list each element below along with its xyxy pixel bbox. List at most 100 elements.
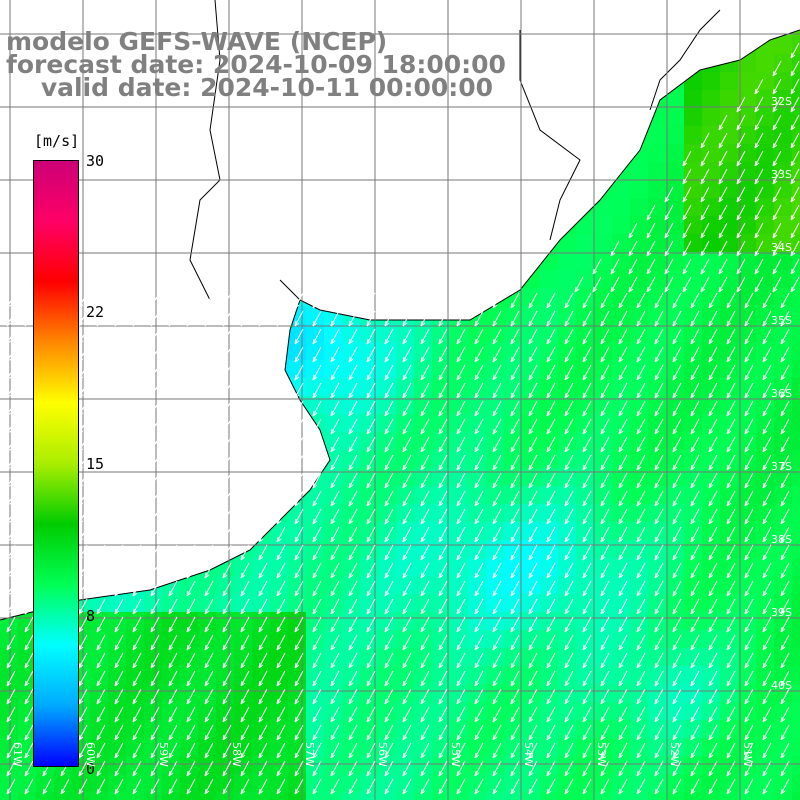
- wind-arrow: [682, 150, 692, 167]
- speed-cell: [324, 756, 342, 774]
- speed-cell: [684, 198, 702, 216]
- speed-cell: [702, 306, 720, 324]
- speed-cell: [774, 450, 792, 468]
- speed-cell: [522, 486, 540, 504]
- wind-arrow: [222, 526, 232, 543]
- wind-arrow: [636, 778, 646, 795]
- wind-arrow: [150, 526, 160, 543]
- speed-cell: [738, 576, 756, 594]
- wind-arrow: [96, 580, 106, 597]
- wind-arrow: [438, 670, 448, 687]
- wind-arrow: [276, 472, 286, 489]
- wind-arrow: [96, 490, 106, 507]
- wind-arrow: [258, 580, 268, 597]
- speed-cell: [630, 270, 648, 288]
- speed-cell: [738, 234, 756, 252]
- speed-cell: [270, 576, 288, 594]
- speed-cell: [648, 342, 666, 360]
- speed-cell: [648, 162, 666, 180]
- wind-arrow: [150, 724, 160, 741]
- wind-arrow: [762, 652, 772, 669]
- wind-arrow: [348, 346, 358, 363]
- speed-cell: [486, 612, 504, 630]
- wind-arrow: [636, 508, 646, 525]
- speed-cell: [270, 738, 288, 756]
- speed-cell: [702, 576, 720, 594]
- speed-cell: [576, 270, 594, 288]
- speed-cell: [666, 774, 684, 792]
- wind-arrow: [636, 364, 646, 381]
- wind-arrow: [546, 328, 556, 345]
- wind-arrow: [150, 634, 160, 651]
- speed-cell: [18, 702, 36, 720]
- wind-arrow: [600, 760, 610, 777]
- speed-cell: [414, 648, 432, 666]
- speed-cell: [756, 216, 774, 234]
- wind-arrow: [96, 706, 106, 723]
- wind-arrow: [636, 292, 646, 309]
- wind-arrow: [654, 526, 664, 543]
- wind-arrow: [114, 490, 124, 507]
- speed-cell: [738, 216, 756, 234]
- speed-cell: [720, 756, 738, 774]
- speed-cell: [612, 306, 630, 324]
- wind-arrow: [294, 598, 304, 615]
- wind-arrow: [330, 436, 340, 453]
- wind-arrow: [186, 328, 196, 345]
- speed-cell: [540, 738, 558, 756]
- wind-arrow: [24, 778, 34, 795]
- speed-cell: [702, 792, 720, 800]
- wind-arrow: [78, 526, 88, 543]
- speed-cell: [684, 144, 702, 162]
- wind-arrow: [114, 760, 124, 777]
- speed-cell: [684, 90, 702, 108]
- wind-arrow: [790, 150, 800, 167]
- wind-arrow: [168, 724, 178, 741]
- speed-cell: [378, 648, 396, 666]
- wind-arrow: [772, 222, 782, 239]
- speed-cell: [306, 576, 324, 594]
- wind-arrow: [6, 670, 16, 687]
- wind-arrow: [726, 598, 736, 615]
- wind-arrow: [780, 760, 790, 777]
- speed-cell: [396, 396, 414, 414]
- speed-cell: [162, 612, 180, 630]
- wind-arrow: [492, 670, 502, 687]
- wind-arrow: [474, 292, 484, 309]
- wind-arrow: [762, 598, 772, 615]
- speed-cell: [792, 450, 800, 468]
- speed-cell: [432, 342, 450, 360]
- wind-arrow: [726, 508, 736, 525]
- speed-cell: [522, 684, 540, 702]
- speed-cell: [342, 594, 360, 612]
- speed-cell: [720, 504, 738, 522]
- wind-arrow: [24, 508, 34, 525]
- speed-cell: [576, 396, 594, 414]
- wind-arrow: [402, 670, 412, 687]
- wind-arrow: [672, 418, 682, 435]
- wind-arrow: [510, 526, 520, 543]
- wind-arrow: [78, 598, 88, 615]
- wind-arrow: [456, 382, 466, 399]
- speed-cell: [198, 756, 216, 774]
- wind-arrow: [384, 760, 394, 777]
- speed-cell: [468, 522, 486, 540]
- wind-arrow: [438, 724, 448, 741]
- wind-arrow: [204, 706, 214, 723]
- speed-cell: [666, 180, 684, 198]
- wind-arrow: [348, 292, 358, 309]
- wind-arrow: [402, 760, 412, 777]
- wind-arrow: [726, 454, 736, 471]
- wind-arrow: [258, 490, 268, 507]
- wind-arrow: [690, 418, 700, 435]
- speed-cell: [360, 504, 378, 522]
- speed-cell: [378, 522, 396, 540]
- speed-cell: [198, 612, 216, 630]
- wind-arrow: [384, 562, 394, 579]
- wind-arrow: [384, 742, 394, 759]
- wind-arrow: [744, 562, 754, 579]
- speed-cell: [342, 378, 360, 396]
- speed-cell: [414, 612, 432, 630]
- wind-arrow: [78, 724, 88, 741]
- speed-cell: [612, 666, 630, 684]
